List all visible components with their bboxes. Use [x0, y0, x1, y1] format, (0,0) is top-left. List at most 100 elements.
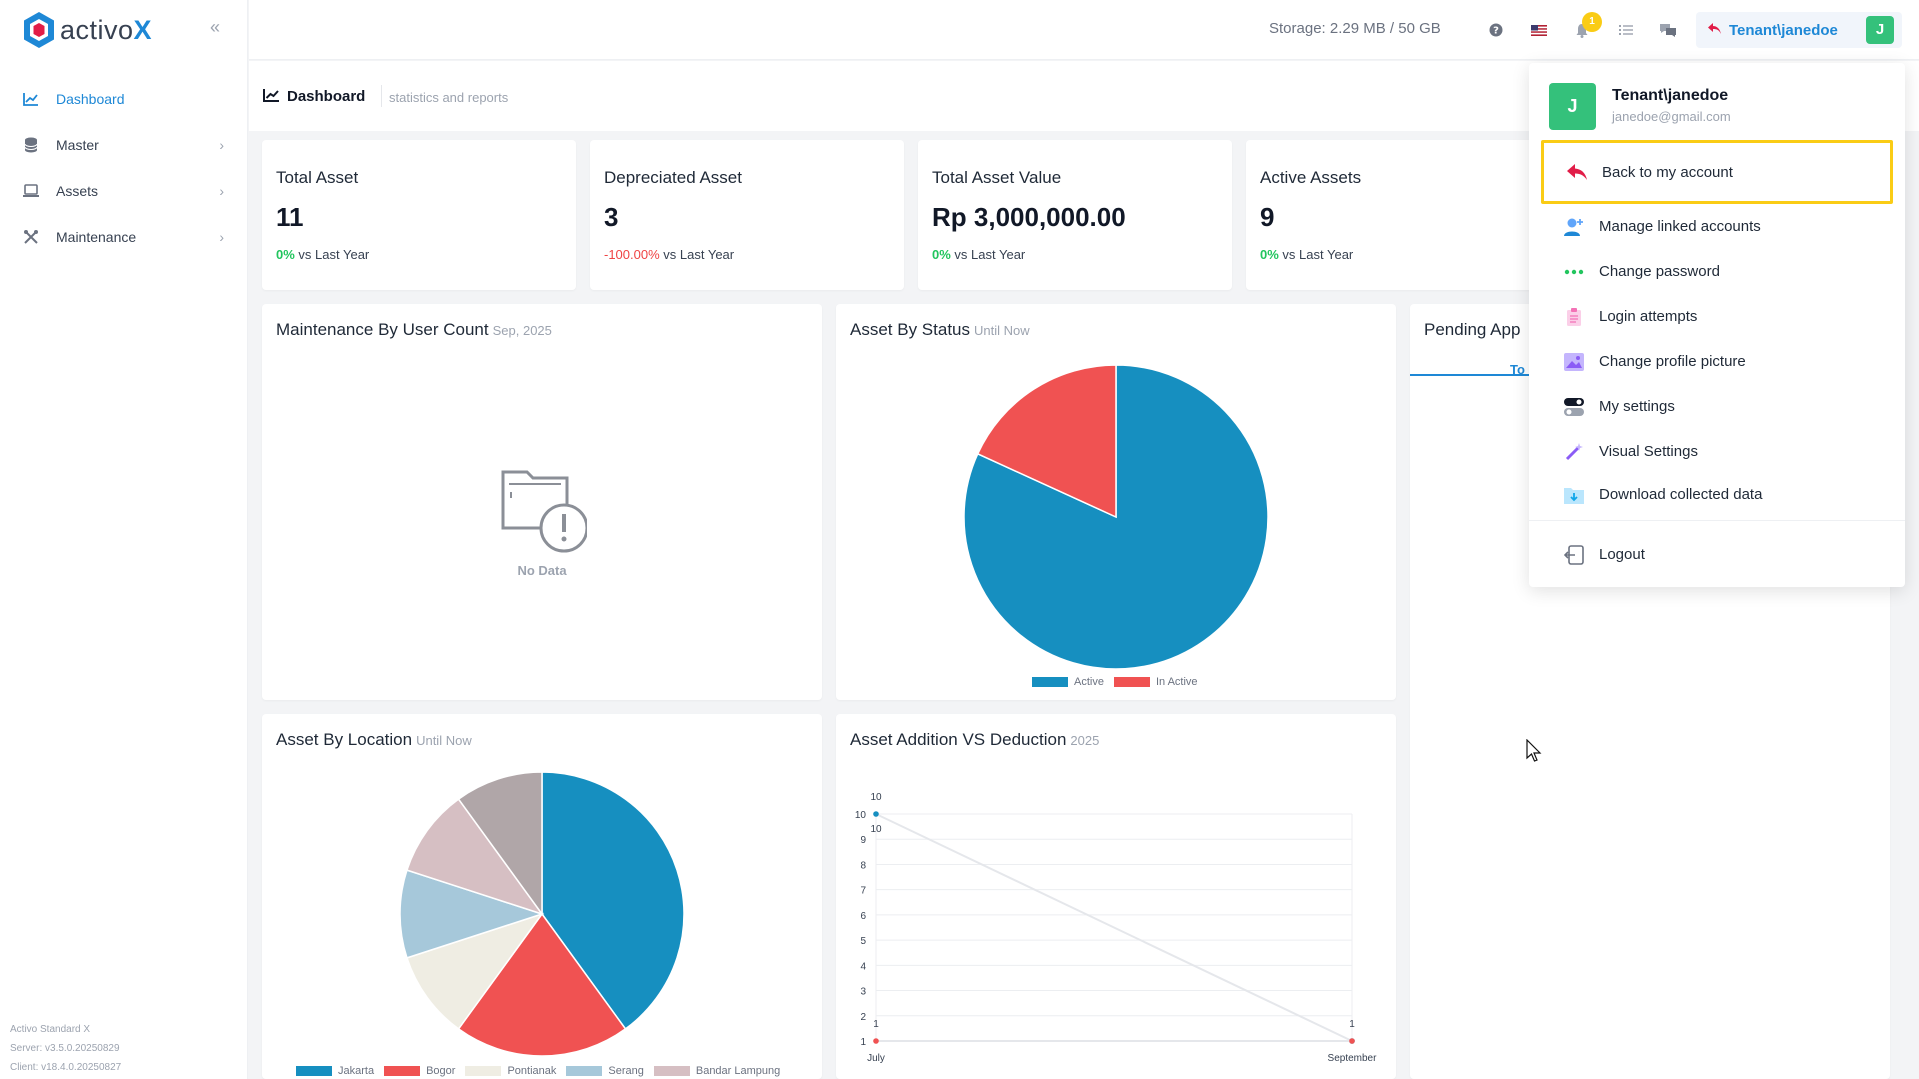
- mouse-cursor-icon: [1526, 739, 1542, 762]
- my-settings-item[interactable]: My settings: [1541, 384, 1893, 429]
- legend-item[interactable]: In Active: [1113, 676, 1198, 688]
- stat-title: Total Asset Value: [932, 168, 1062, 187]
- y-tick-label: 5: [860, 936, 866, 947]
- empty-state: No Data: [492, 464, 592, 578]
- card-subtitle: Until Now: [974, 323, 1030, 338]
- chevron-right-icon: ›: [219, 183, 224, 199]
- product-name: Activo Standard X: [10, 1024, 91, 1035]
- login-attempts-item[interactable]: Login attempts: [1541, 294, 1893, 339]
- stat-value: Rp 3,000,000.00: [932, 202, 1126, 232]
- stat-card-total-asset-value: Total Asset Value Rp 3,000,000.00 0% vs …: [918, 140, 1232, 290]
- legend-item[interactable]: Active: [1032, 676, 1104, 688]
- tab-todo[interactable]: To: [1510, 362, 1525, 377]
- x-tick-label: September: [1328, 1053, 1378, 1064]
- server-version: Server: v3.5.0.20250829: [10, 1043, 120, 1054]
- card-title: Asset By Status Until Now: [850, 320, 1030, 339]
- manage-linked-accounts-item[interactable]: Manage linked accounts: [1541, 204, 1893, 249]
- pie-slice-pontianak[interactable]: [406, 912, 544, 1030]
- logout-item[interactable]: Logout: [1541, 532, 1893, 577]
- data-label: 10: [870, 824, 882, 835]
- legend-item[interactable]: Serang: [566, 1065, 644, 1077]
- data-point[interactable]: [873, 811, 879, 817]
- legend-label: Bogor: [426, 1065, 456, 1077]
- tools-icon: [22, 228, 40, 246]
- menu-item-label: Manage linked accounts: [1599, 218, 1761, 235]
- sidebar-item-label: Dashboard: [56, 91, 125, 107]
- pie-slice-serang[interactable]: [399, 869, 545, 959]
- stat-value: 11: [276, 202, 304, 232]
- data-point[interactable]: [873, 1038, 879, 1044]
- maintenance-by-user-card: Maintenance By User Count Sep, 2025 No Da…: [262, 304, 822, 700]
- legend-label: Serang: [608, 1065, 644, 1077]
- change-password-item[interactable]: Change password: [1541, 249, 1893, 294]
- pie-slice-jakarta[interactable]: [541, 771, 685, 1030]
- page-subtitle: statistics and reports: [389, 90, 509, 105]
- sidebar-nav: Dashboard Master › Assets › Maintenance …: [0, 76, 248, 260]
- legend-item[interactable]: Bandar Lampung: [653, 1065, 781, 1077]
- legend-item[interactable]: Bogor: [384, 1065, 455, 1077]
- legend-swatch: [653, 1066, 690, 1076]
- double-chevron-left-icon[interactable]: «: [209, 17, 220, 37]
- pie-slice-bogor[interactable]: [457, 912, 627, 1057]
- sidebar-item-master[interactable]: Master ›: [0, 122, 248, 168]
- stat-value: 9: [1260, 202, 1275, 232]
- card-subtitle: 2025: [1070, 733, 1100, 748]
- legend-label: Bandar Lampung: [695, 1065, 781, 1077]
- chevron-right-icon: ›: [219, 229, 224, 245]
- legend-swatch: [1032, 677, 1068, 687]
- card-title: Asset Addition VS Deduction 2025: [850, 730, 1100, 749]
- database-icon: [22, 136, 40, 154]
- us-flag-icon[interactable]: [1528, 19, 1550, 41]
- legend-label: Active: [1074, 676, 1104, 688]
- stat-change: -100.00% vs Last Year: [604, 247, 734, 262]
- legend-item[interactable]: Pontianak: [465, 1065, 556, 1077]
- legend-item[interactable]: Jakarta: [296, 1065, 374, 1077]
- legend-label: Pontianak: [507, 1065, 557, 1077]
- download-collected-data-item[interactable]: Download collected data: [1541, 472, 1893, 517]
- task-list-icon[interactable]: [1615, 19, 1637, 41]
- legend-swatch: [465, 1066, 502, 1076]
- data-point[interactable]: [1349, 1038, 1355, 1044]
- y-axis-max-label: 10: [870, 792, 882, 803]
- stat-card-depreciated-asset: Depreciated Asset 3 -100.00% vs Last Yea…: [590, 140, 904, 290]
- stat-value: 3: [604, 202, 619, 232]
- card-title: Maintenance By User Count Sep, 2025: [276, 320, 552, 339]
- tab-indicator: [1410, 374, 1540, 376]
- change-percent: 0%: [1260, 247, 1279, 262]
- pie-slice-bandar-lampung[interactable]: [406, 798, 544, 916]
- laptop-icon: [22, 182, 40, 200]
- user-menu-button[interactable]: Tenant\janedoe J: [1696, 12, 1902, 48]
- topbar: Storage: 2.29 MB / 50 GB ? 1 Tenant\jane…: [249, 0, 1919, 60]
- asset-location-pie-chart: [399, 771, 685, 1057]
- sidebar-item-assets[interactable]: Assets ›: [0, 168, 248, 214]
- back-to-my-account-item[interactable]: Back to my account: [1541, 140, 1893, 204]
- logo[interactable]: activoX: [22, 10, 152, 50]
- page-title: Dashboard: [287, 88, 366, 105]
- user-name: Tenant\janedoe: [1612, 87, 1729, 104]
- sidebar-item-maintenance[interactable]: Maintenance ›: [0, 214, 248, 260]
- menu-item-label: My settings: [1599, 398, 1675, 415]
- pie-slice-other[interactable]: [457, 771, 543, 917]
- sidebar-item-label: Master: [56, 137, 99, 153]
- chat-icon[interactable]: [1657, 19, 1679, 41]
- bell-icon[interactable]: 1: [1571, 12, 1602, 41]
- logo-text: activoX: [60, 14, 153, 45]
- stat-title: Total Asset: [276, 168, 359, 187]
- avatar: J: [1549, 83, 1596, 130]
- reply-arrow-icon: [1566, 161, 1588, 183]
- pie-slice-in-active[interactable]: [976, 364, 1117, 519]
- legend-swatch: [566, 1066, 603, 1076]
- legend-swatch: [384, 1066, 421, 1076]
- card-subtitle: Sep, 2025: [492, 323, 552, 338]
- data-label: 1: [873, 1019, 879, 1030]
- change-profile-picture-item[interactable]: Change profile picture: [1541, 339, 1893, 384]
- storage-indicator: Storage: 2.29 MB / 50 GB: [1269, 20, 1441, 37]
- chart-legend: Active In Active: [1032, 676, 1208, 688]
- stat-change: 0% vs Last Year: [932, 247, 1025, 262]
- help-icon[interactable]: ?: [1485, 19, 1507, 41]
- visual-settings-item[interactable]: Visual Settings: [1541, 429, 1893, 474]
- dots-icon: [1563, 261, 1585, 283]
- chevron-right-icon: ›: [219, 137, 224, 153]
- sidebar-item-dashboard[interactable]: Dashboard: [0, 76, 248, 122]
